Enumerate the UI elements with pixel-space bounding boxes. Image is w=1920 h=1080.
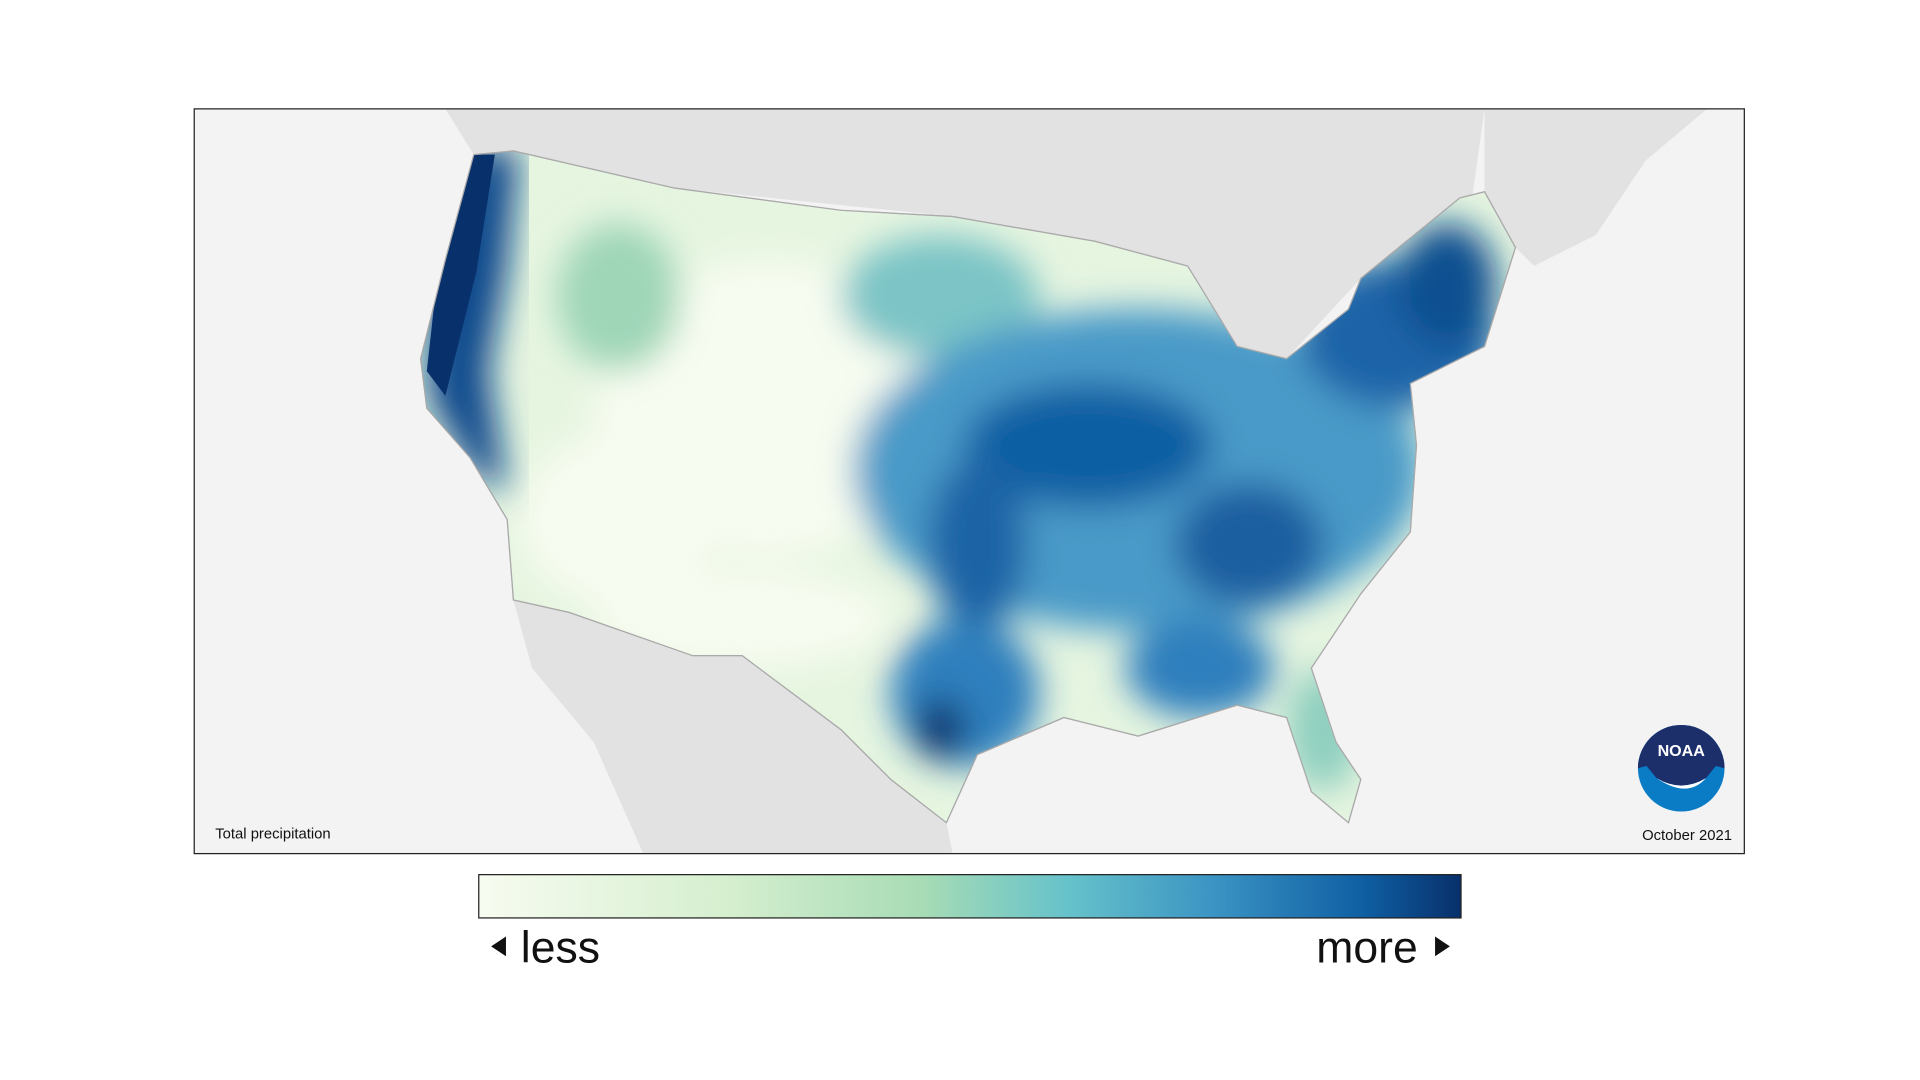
caption: Total precipitation xyxy=(215,827,330,843)
map-frame xyxy=(193,108,1745,855)
precipitation xyxy=(426,150,1497,792)
canada xyxy=(445,108,1485,359)
canada-east xyxy=(1484,108,1708,266)
legend-low: less xyxy=(521,923,600,972)
map: NOAA xyxy=(194,108,1745,854)
arrow-left xyxy=(491,936,506,957)
logo-text: NOAA xyxy=(1658,742,1706,760)
legend-bar xyxy=(478,874,1462,919)
legend-high: more xyxy=(1316,923,1417,972)
date: October 2021 xyxy=(1642,828,1732,844)
arrow-right xyxy=(1435,936,1450,957)
noaa-logo: NOAA xyxy=(1637,724,1725,812)
mexico xyxy=(513,600,953,854)
